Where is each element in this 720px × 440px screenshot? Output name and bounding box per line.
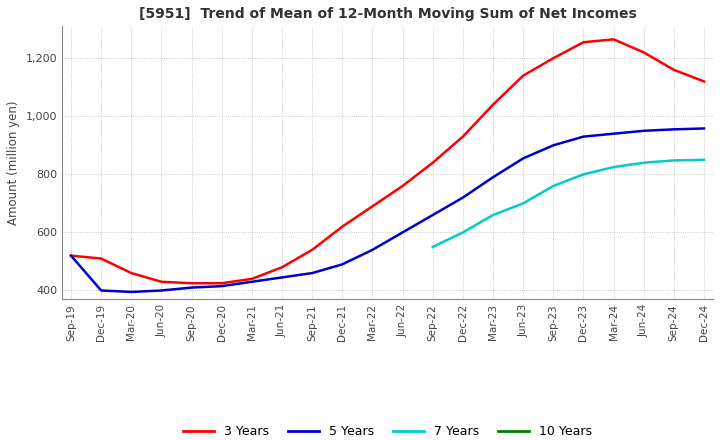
3 Years <box>217 281 226 286</box>
7 Years <box>428 244 437 249</box>
3 Years <box>278 264 287 270</box>
5 Years <box>217 283 226 289</box>
Line: 7 Years: 7 Years <box>433 160 704 247</box>
7 Years <box>549 183 557 189</box>
3 Years <box>308 247 317 253</box>
3 Years <box>338 224 346 229</box>
3 Years <box>428 160 437 165</box>
3 Years <box>187 281 196 286</box>
5 Years <box>519 156 528 161</box>
3 Years <box>398 183 407 189</box>
5 Years <box>368 247 377 253</box>
3 Years <box>700 79 708 84</box>
5 Years <box>609 131 618 136</box>
3 Years <box>549 55 557 61</box>
Line: 3 Years: 3 Years <box>71 39 704 283</box>
5 Years <box>278 275 287 280</box>
5 Years <box>549 143 557 148</box>
7 Years <box>519 201 528 206</box>
7 Years <box>579 172 588 177</box>
5 Years <box>700 126 708 131</box>
3 Years <box>489 102 498 107</box>
5 Years <box>428 213 437 218</box>
5 Years <box>670 127 678 132</box>
5 Years <box>459 195 467 200</box>
5 Years <box>308 271 317 276</box>
3 Years <box>459 134 467 139</box>
5 Years <box>187 285 196 290</box>
7 Years <box>489 213 498 218</box>
3 Years <box>519 73 528 78</box>
5 Years <box>67 253 76 258</box>
7 Years <box>639 160 648 165</box>
7 Years <box>459 230 467 235</box>
5 Years <box>579 134 588 139</box>
Y-axis label: Amount (million yen): Amount (million yen) <box>7 100 20 225</box>
7 Years <box>670 158 678 163</box>
Legend: 3 Years, 5 Years, 7 Years, 10 Years: 3 Years, 5 Years, 7 Years, 10 Years <box>178 420 598 440</box>
3 Years <box>609 37 618 42</box>
5 Years <box>398 230 407 235</box>
3 Years <box>157 279 166 284</box>
3 Years <box>97 256 106 261</box>
5 Years <box>338 262 346 267</box>
3 Years <box>248 276 256 282</box>
7 Years <box>609 165 618 170</box>
7 Years <box>700 157 708 162</box>
Title: [5951]  Trend of Mean of 12-Month Moving Sum of Net Incomes: [5951] Trend of Mean of 12-Month Moving … <box>139 7 636 21</box>
5 Years <box>639 128 648 133</box>
5 Years <box>248 279 256 284</box>
3 Years <box>67 253 76 258</box>
5 Years <box>127 290 135 295</box>
Line: 5 Years: 5 Years <box>71 128 704 292</box>
3 Years <box>579 40 588 45</box>
5 Years <box>157 288 166 293</box>
3 Years <box>639 50 648 55</box>
5 Years <box>97 288 106 293</box>
3 Years <box>670 67 678 73</box>
3 Years <box>368 204 377 209</box>
3 Years <box>127 271 135 276</box>
5 Years <box>489 175 498 180</box>
